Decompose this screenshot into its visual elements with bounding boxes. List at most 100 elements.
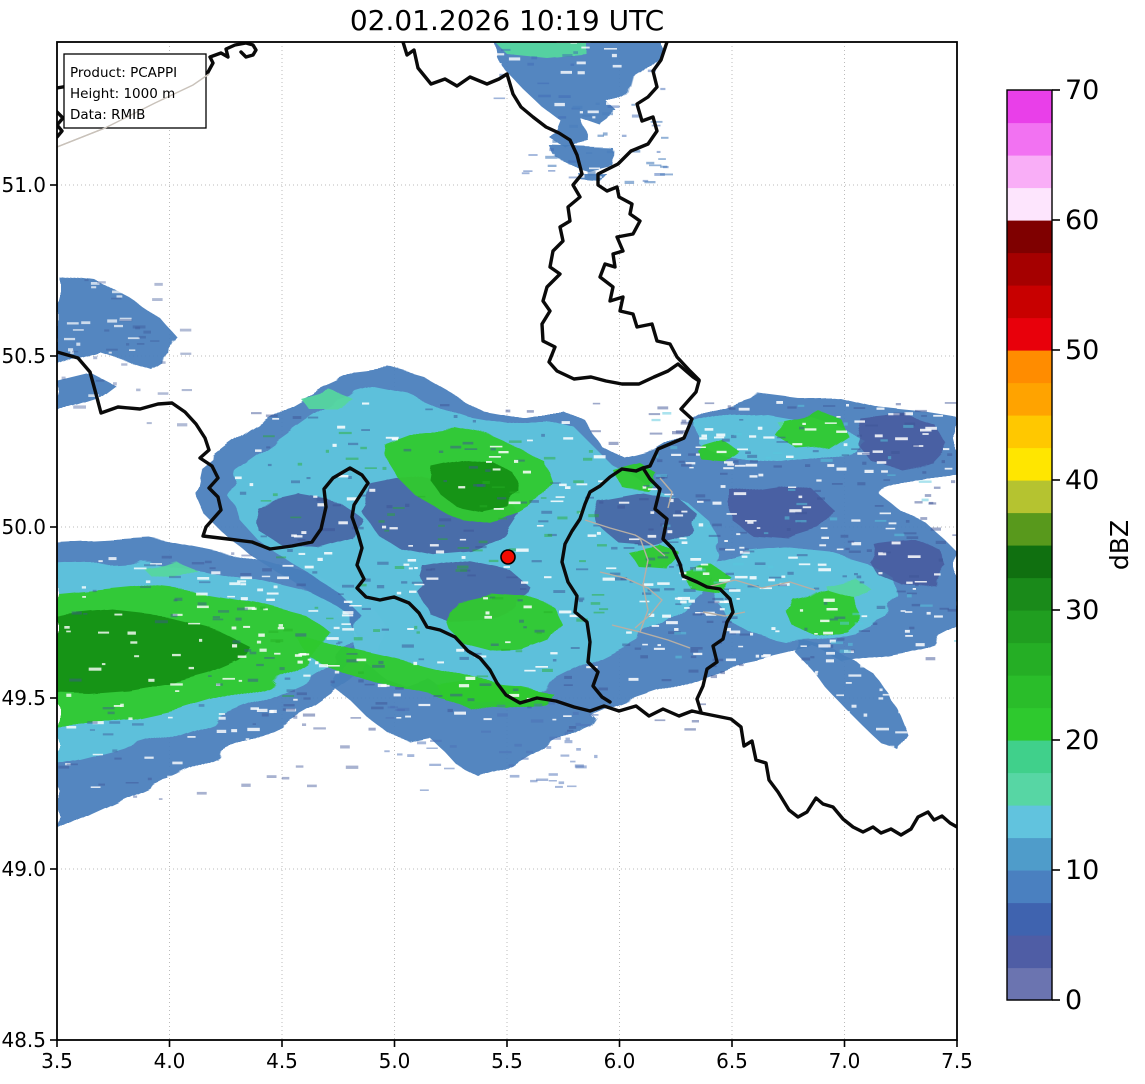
- speckle: [425, 408, 433, 411]
- speckle: [197, 577, 210, 580]
- speckle: [282, 708, 296, 711]
- speckle: [297, 660, 303, 664]
- speckle: [563, 715, 572, 717]
- speckle: [63, 366, 70, 369]
- speckle: [900, 610, 906, 612]
- speckle: [606, 150, 615, 154]
- speckle: [330, 680, 335, 684]
- speckle: [369, 488, 376, 492]
- speckle: [904, 656, 908, 660]
- speckle: [744, 548, 749, 551]
- speckle: [647, 534, 657, 538]
- speckle: [307, 658, 312, 661]
- speckle: [84, 279, 89, 282]
- speckle: [795, 511, 807, 515]
- speckle: [97, 281, 106, 284]
- speckle: [252, 723, 256, 725]
- speckle: [282, 695, 295, 697]
- speckle: [350, 717, 362, 719]
- speckle: [260, 606, 266, 610]
- speckle: [61, 376, 66, 380]
- speckle: [116, 295, 123, 298]
- speckle: [238, 679, 243, 682]
- speckle: [661, 136, 669, 139]
- speckle: [606, 102, 619, 105]
- speckle: [453, 415, 458, 418]
- speckle: [737, 448, 748, 451]
- speckle: [360, 494, 366, 497]
- speckle: [241, 783, 251, 787]
- speckle: [569, 124, 578, 128]
- speckle: [307, 784, 317, 788]
- speckle: [837, 638, 845, 641]
- speckle: [403, 448, 412, 452]
- speckle: [845, 682, 852, 684]
- speckle: [549, 736, 561, 740]
- speckle: [237, 580, 247, 583]
- speckle: [918, 480, 932, 483]
- speckle: [173, 599, 178, 602]
- x-tick-label: 7.5: [941, 1049, 973, 1073]
- speckle: [836, 467, 847, 471]
- speckle: [508, 548, 517, 551]
- echo-blob-seafoam-bits: [495, 42, 585, 56]
- speckle: [648, 154, 660, 157]
- speckle: [515, 650, 523, 653]
- speckle: [621, 134, 627, 137]
- speckle: [882, 693, 893, 696]
- speckle: [403, 563, 410, 566]
- speckle: [249, 651, 257, 655]
- speckle: [382, 466, 387, 470]
- speckle: [906, 592, 917, 595]
- speckle: [690, 655, 697, 659]
- speckle: [649, 483, 658, 487]
- speckle: [309, 774, 322, 776]
- speckle: [639, 600, 650, 603]
- speckle: [324, 552, 333, 555]
- speckle: [315, 661, 319, 665]
- speckle: [831, 483, 843, 485]
- speckle: [617, 505, 625, 509]
- speckle: [259, 648, 267, 652]
- speckle: [789, 509, 802, 513]
- speckle: [108, 399, 121, 402]
- speckle: [303, 697, 311, 700]
- colorbar-segment: [1007, 707, 1052, 741]
- speckle: [925, 657, 936, 661]
- speckle: [490, 447, 496, 451]
- speckle: [757, 426, 763, 430]
- colorbar-segment: [1007, 382, 1052, 416]
- speckle: [674, 597, 682, 600]
- speckle: [724, 461, 733, 464]
- speckle: [588, 514, 599, 518]
- speckle: [862, 453, 871, 455]
- speckle: [865, 424, 878, 427]
- speckle: [830, 745, 836, 749]
- speckle: [188, 622, 201, 625]
- speckle: [108, 351, 112, 354]
- speckle: [645, 557, 656, 561]
- speckle: [749, 460, 758, 463]
- speckle: [872, 622, 878, 625]
- speckle: [414, 625, 418, 630]
- speckle: [894, 533, 905, 537]
- speckle: [876, 402, 880, 405]
- speckle: [829, 618, 838, 621]
- speckle: [449, 745, 457, 748]
- speckle: [430, 568, 436, 571]
- speckle: [727, 405, 732, 409]
- speckle: [375, 702, 388, 705]
- speckle: [731, 610, 743, 613]
- speckle: [891, 451, 900, 454]
- speckle: [555, 496, 565, 498]
- speckle: [385, 436, 399, 439]
- speckle: [597, 544, 607, 547]
- speckle: [896, 590, 906, 593]
- speckle: [472, 420, 476, 423]
- speckle: [679, 537, 687, 540]
- speckle: [177, 423, 188, 427]
- speckle: [409, 590, 417, 593]
- speckle: [414, 567, 418, 570]
- speckle: [673, 590, 678, 594]
